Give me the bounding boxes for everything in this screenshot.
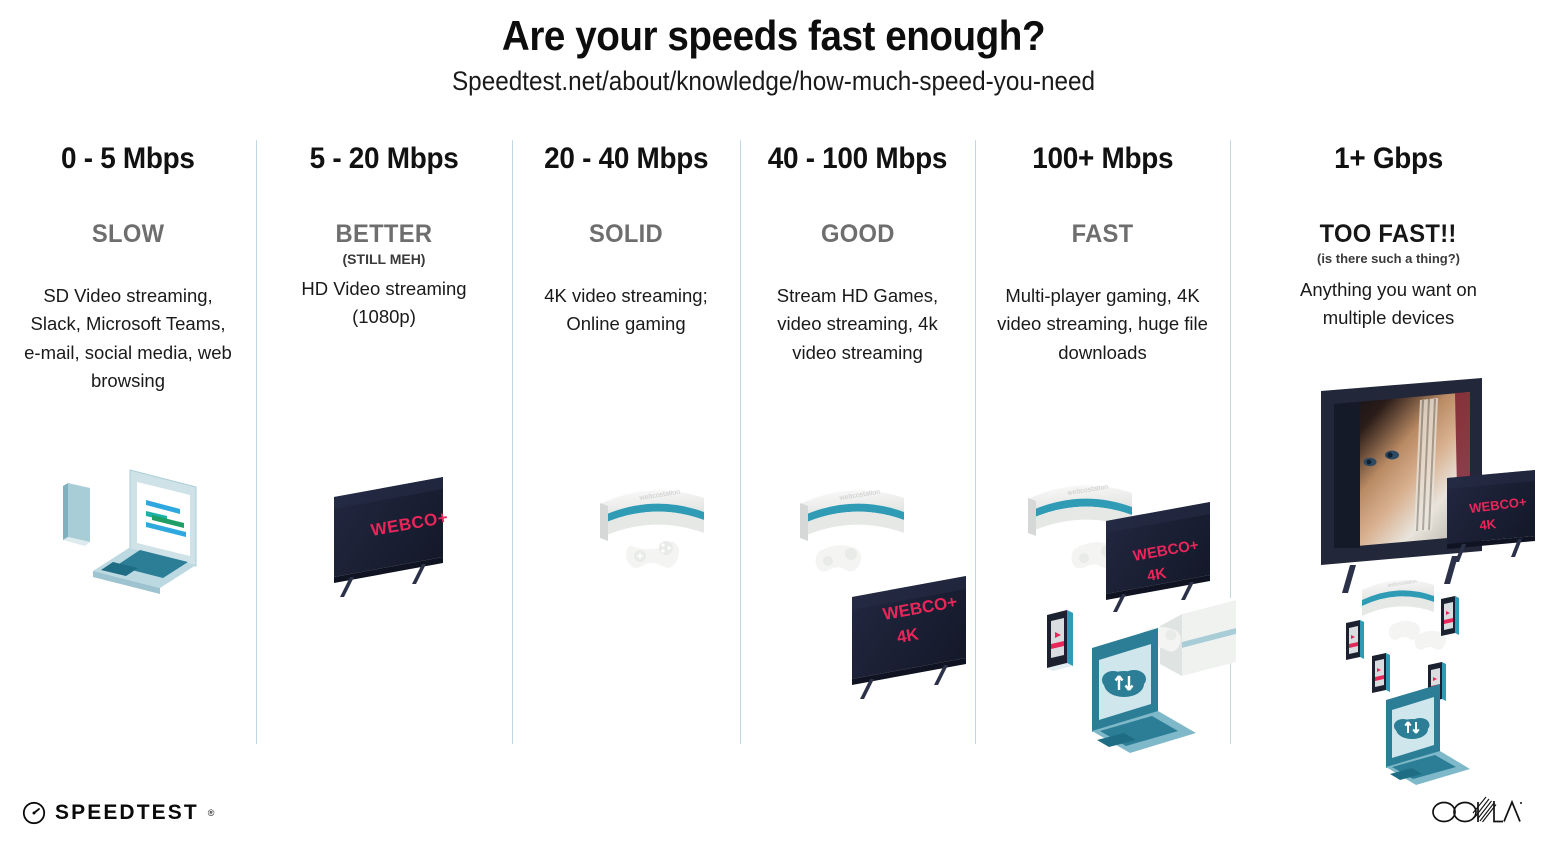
page-subtitle: Speedtest.net/about/knowledge/how-much-s… (451, 66, 1096, 96)
header: Are your speeds fast enough? Speedtest.n… (0, 0, 1547, 97)
column-divider (740, 140, 741, 744)
tier-description: HD Video streaming (1080p) (301, 278, 467, 328)
ookla-logo (1431, 795, 1523, 825)
speedtest-registered-mark: ® (207, 808, 215, 818)
tier-description: Multi-player gaming, 4K video streaming,… (997, 285, 1208, 363)
ookla-wordmark (1432, 796, 1522, 823)
tier-rating-label: GOOD (820, 220, 895, 248)
column-divider (512, 140, 513, 744)
speed-tier-column-1: 5 - 20 Mbps BETTER (STILL MEH) HD Video … (256, 132, 512, 744)
footer: SPEEDTEST ® (0, 773, 1547, 843)
speed-tier-column-4: 100+ Mbps FAST Multi-player gaming, 4K v… (975, 132, 1230, 744)
page-title: Are your speeds fast enough? (501, 12, 1046, 59)
tier-speed-label: 100+ Mbps (1032, 142, 1173, 175)
speed-tier-column-0: 0 - 5 Mbps SLOW SD Video streaming, Slac… (0, 132, 256, 744)
tier-subrating-label: (is there such a thing?) (1316, 251, 1460, 266)
column-divider (975, 140, 976, 744)
tier-speed-label: 0 - 5 Mbps (61, 142, 195, 175)
speedtest-logo: SPEEDTEST ® (22, 801, 214, 825)
tier-description: Stream HD Games, video streaming, 4k vid… (776, 285, 939, 363)
tier-speed-label: 20 - 40 Mbps (543, 142, 709, 175)
tier-description: 4K video streaming; Online gaming (544, 285, 708, 335)
tier-rating-label: SLOW (91, 220, 165, 248)
speed-tier-column-2: 20 - 40 Mbps SOLID 4K video streaming; O… (512, 132, 740, 744)
tier-rating-label: TOO FAST!! (1319, 220, 1457, 248)
tier-description: SD Video streaming, Slack, Microsoft Tea… (24, 285, 232, 391)
tier-speed-label: 40 - 100 Mbps (767, 142, 948, 175)
speed-tier-column-3: 40 - 100 Mbps GOOD Stream HD Games, vide… (740, 132, 975, 744)
speed-tier-column-5: 1+ Gbps TOO FAST!! (is there such a thin… (1230, 132, 1547, 744)
column-divider (1230, 140, 1231, 744)
column-divider (256, 140, 257, 744)
tier-subrating-label: (STILL MEH) (342, 251, 426, 267)
tier-description: Anything you want on multiple devices (1300, 279, 1477, 329)
speedtest-wordmark: SPEEDTEST (55, 801, 199, 824)
tier-rating-label: BETTER (335, 220, 433, 248)
tier-speed-label: 5 - 20 Mbps (309, 142, 459, 175)
speedometer-icon (22, 801, 46, 825)
speed-tier-columns: 0 - 5 Mbps SLOW SD Video streaming, Slac… (0, 132, 1547, 744)
tier-speed-label: 1+ Gbps (1334, 142, 1443, 175)
tier-rating-label: FAST (1071, 220, 1134, 248)
tier-rating-label: SOLID (588, 220, 664, 248)
